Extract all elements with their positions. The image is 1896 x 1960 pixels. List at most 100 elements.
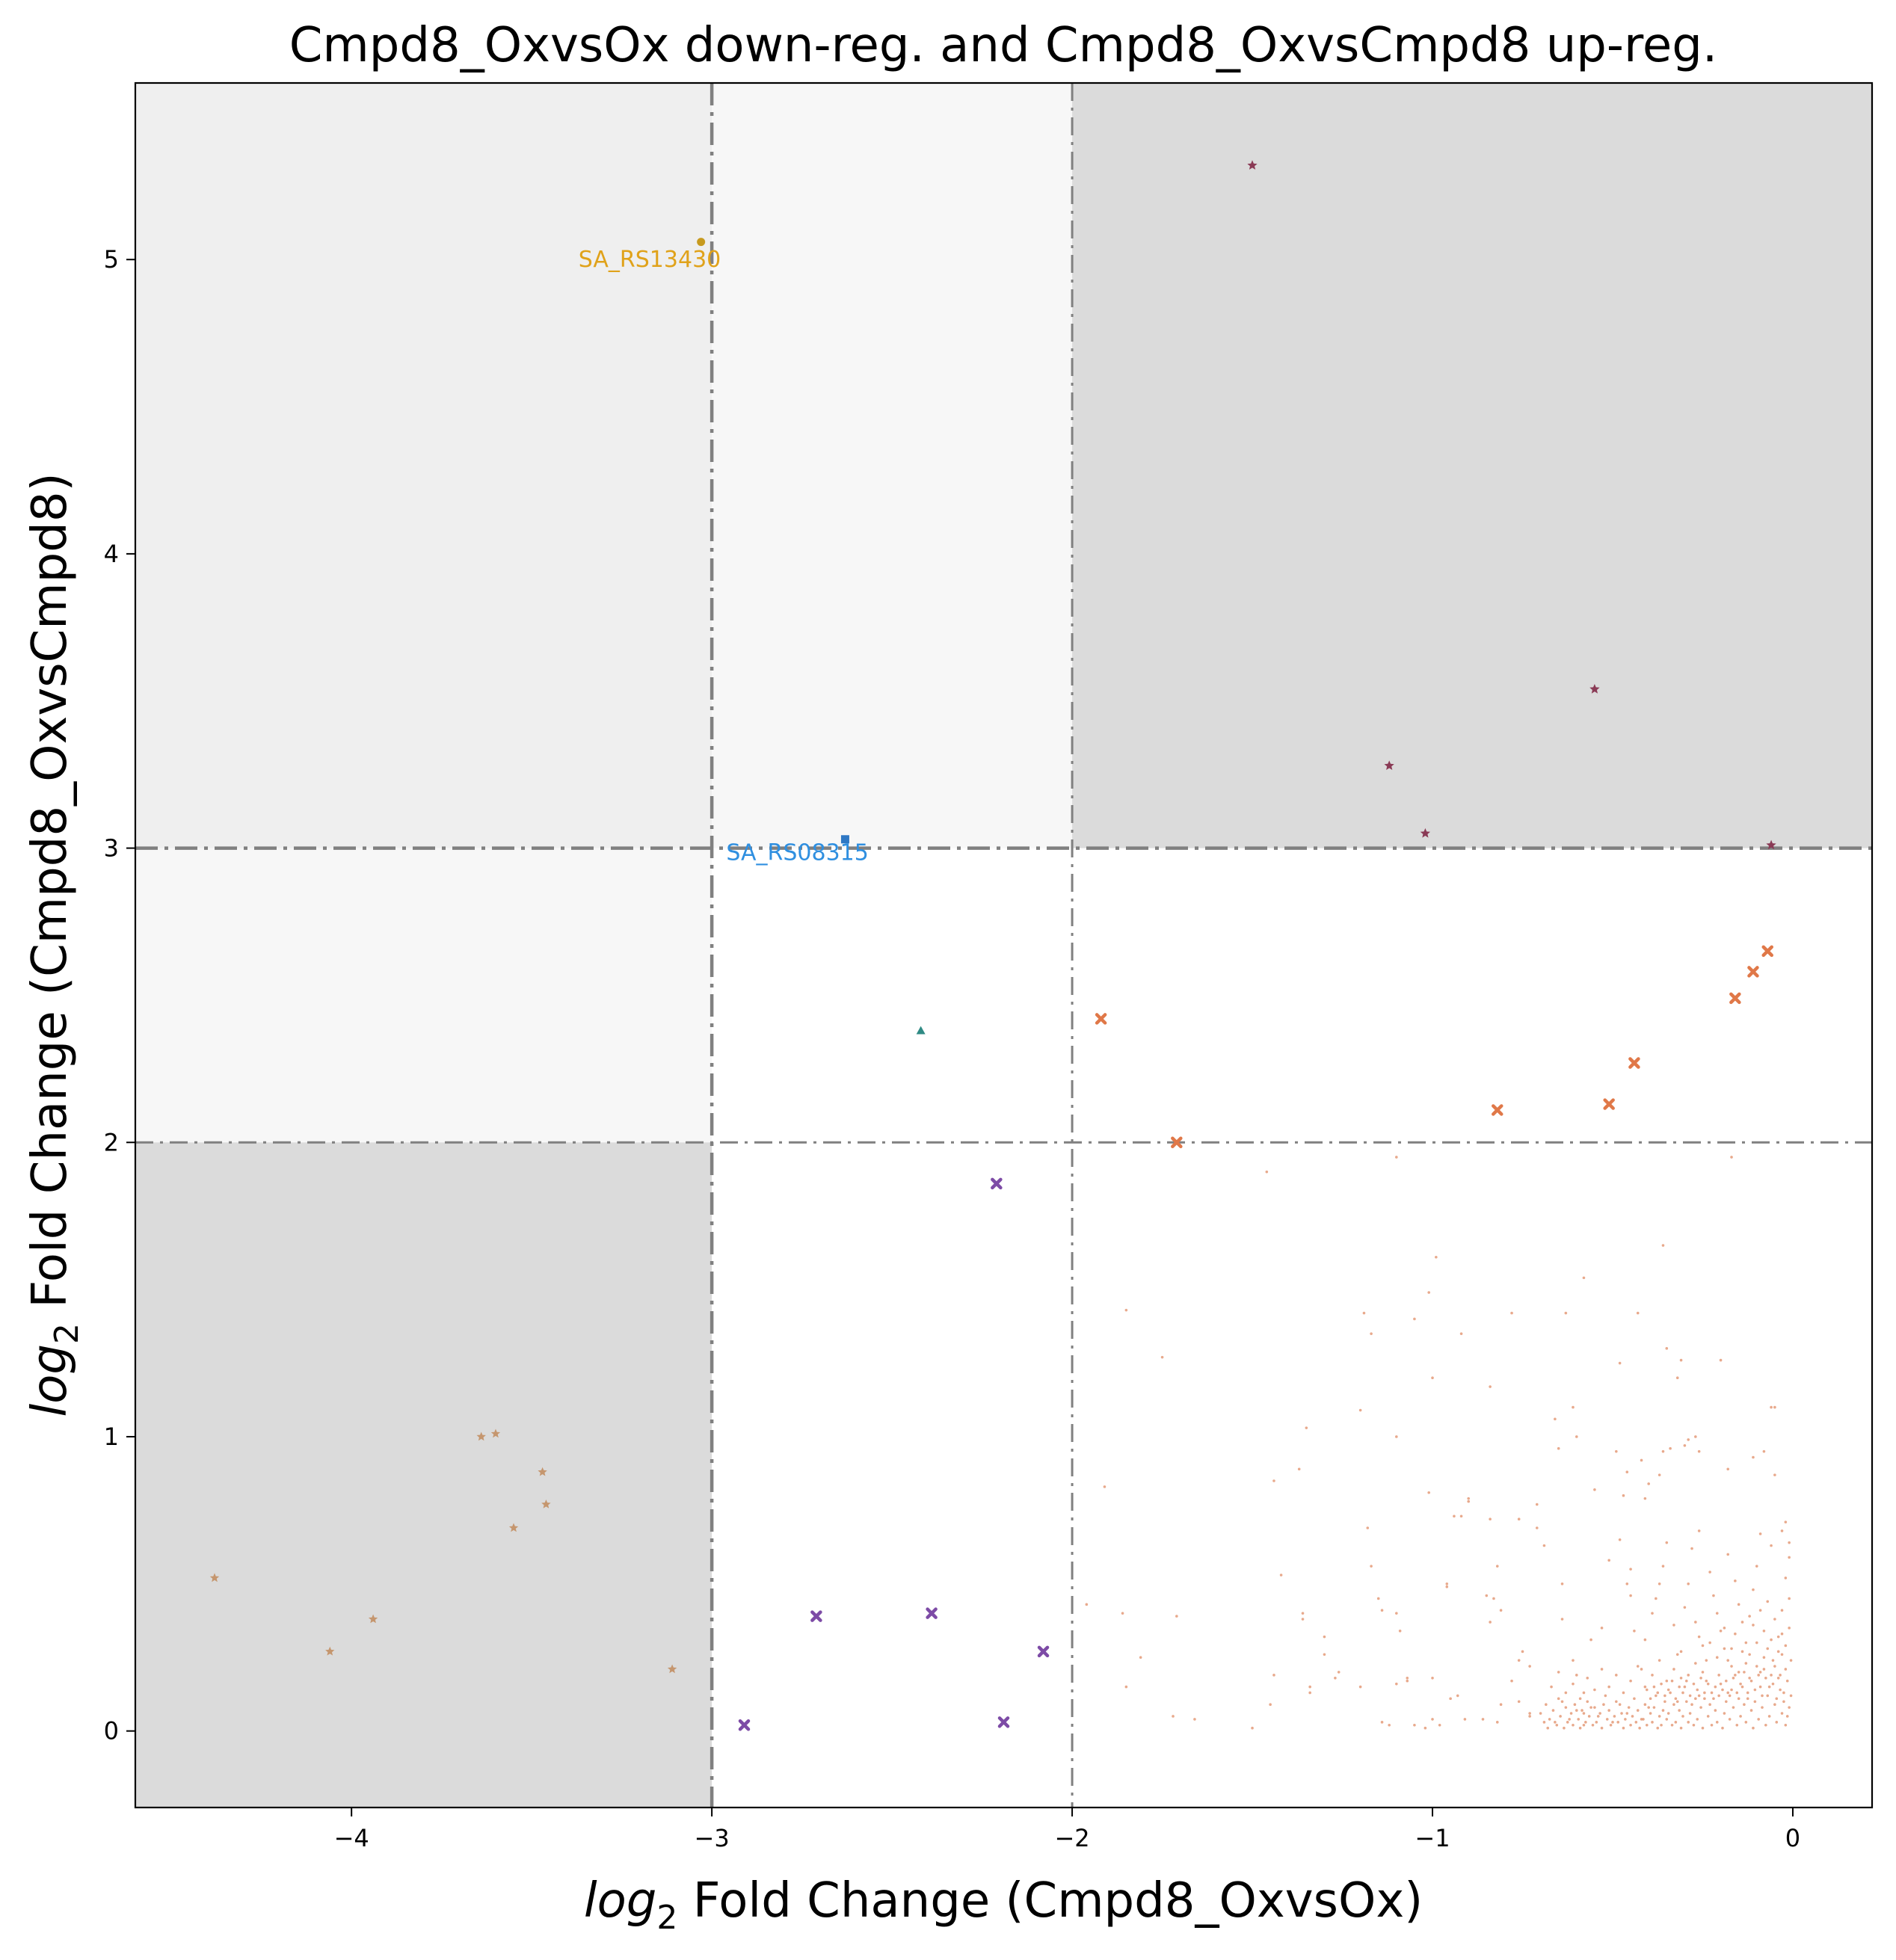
data-point <box>1737 1671 1740 1674</box>
data-point <box>1782 1700 1785 1704</box>
data-point <box>1726 1467 1730 1471</box>
data-point <box>1775 1721 1779 1724</box>
plot-area-frame <box>134 81 1874 1809</box>
data-point <box>1789 1694 1793 1698</box>
data-point <box>1701 1644 1705 1648</box>
data-point <box>1395 1156 1398 1159</box>
data-point <box>1489 1517 1492 1520</box>
data-point <box>1413 1317 1416 1321</box>
data-point <box>1740 1650 1744 1654</box>
data-point <box>1308 1685 1311 1689</box>
data-point <box>1559 1715 1562 1718</box>
data-point <box>1563 1726 1566 1730</box>
data-point <box>1773 1618 1776 1621</box>
data-point <box>1572 1659 1575 1662</box>
threshold-lines <box>135 83 1872 1808</box>
y-axis-ticks: 0 1 2 3 4 5 <box>104 245 135 1745</box>
data-point <box>1665 1347 1669 1350</box>
data-point <box>1323 1653 1326 1657</box>
data-point <box>1596 1715 1600 1718</box>
data-point <box>1758 1671 1762 1674</box>
data-point <box>1726 1691 1730 1695</box>
data-point <box>1633 1697 1636 1701</box>
data-point <box>1572 1723 1575 1727</box>
data-point <box>1766 1694 1770 1698</box>
data-point <box>1595 1721 1598 1724</box>
data-point <box>1591 1723 1595 1727</box>
data-point <box>1717 1674 1720 1677</box>
data-point <box>1301 1612 1305 1615</box>
data-point <box>1380 1609 1384 1612</box>
data-point <box>1780 1712 1784 1715</box>
data-point <box>1771 1682 1775 1686</box>
x-tick-label: −2 <box>1054 1824 1089 1852</box>
data-point <box>1456 1694 1459 1698</box>
data-point <box>1730 1156 1733 1159</box>
data-point <box>1171 1136 1183 1149</box>
data-point <box>1463 1718 1467 1721</box>
data-point <box>1714 1685 1717 1689</box>
x-tick-label: −3 <box>695 1824 730 1852</box>
point-annotation: SA_RS13430 <box>579 247 721 273</box>
data-point <box>810 1610 822 1622</box>
data-point <box>1725 1700 1728 1704</box>
data-point <box>1272 1479 1275 1482</box>
data-point <box>1658 1582 1661 1585</box>
data-point <box>1688 1694 1692 1698</box>
data-point <box>1688 1712 1692 1715</box>
shaded-region-2 <box>135 848 712 1143</box>
data-point <box>1481 1718 1485 1721</box>
data-point <box>1766 1647 1770 1651</box>
data-point <box>1575 1435 1578 1438</box>
data-point <box>1747 966 1759 978</box>
data-point <box>1770 1674 1773 1677</box>
data-point <box>1744 1721 1748 1724</box>
data-point <box>1758 1609 1762 1612</box>
data-point <box>840 835 849 844</box>
data-point <box>1665 1541 1669 1544</box>
data-point <box>1706 1715 1710 1718</box>
data-point <box>1510 1679 1513 1683</box>
data-point <box>1701 1726 1705 1730</box>
data-point <box>1438 1723 1441 1727</box>
data-point <box>1427 1491 1431 1494</box>
data-point <box>1681 1715 1684 1718</box>
data-point <box>1582 1712 1586 1715</box>
data-point <box>1705 1659 1708 1662</box>
data-point <box>1721 1726 1724 1730</box>
data-point <box>1370 1332 1373 1335</box>
data-point <box>1784 1668 1788 1671</box>
data-point <box>1272 1674 1275 1677</box>
data-point <box>1435 1256 1438 1259</box>
data-point <box>1705 1679 1708 1683</box>
data-point <box>1499 1703 1503 1707</box>
data-point <box>1743 1671 1746 1674</box>
data-point <box>1757 1674 1760 1677</box>
data-point <box>1431 1676 1434 1680</box>
data-point <box>1771 1659 1775 1662</box>
data-point <box>1453 1514 1456 1518</box>
data-point <box>1587 1715 1591 1718</box>
data-point <box>1557 1697 1560 1701</box>
data-point <box>1647 1482 1650 1485</box>
data-point <box>1679 1726 1683 1730</box>
data-point <box>1670 1723 1674 1727</box>
data-point <box>1577 1718 1580 1721</box>
shaded-region-4 <box>135 1142 712 1808</box>
data-point <box>1752 1455 1755 1459</box>
data-point <box>1160 1355 1164 1359</box>
data-point <box>1575 1674 1578 1677</box>
data-point <box>1629 1679 1632 1683</box>
data-point <box>1674 1721 1678 1724</box>
data-point <box>1780 1609 1784 1612</box>
data-point <box>1445 1582 1449 1585</box>
data-point <box>1672 1624 1675 1627</box>
data-point <box>1753 1688 1757 1692</box>
data-point <box>1725 1679 1728 1683</box>
x-axis-label-text: Fold Change (Cmpd8_OxvsOx) <box>677 1873 1423 1929</box>
data-point <box>1717 1694 1720 1698</box>
data-point <box>1729 992 1741 1005</box>
data-point <box>1770 1544 1773 1547</box>
data-point <box>1395 1612 1398 1615</box>
data-point <box>1661 1709 1665 1712</box>
